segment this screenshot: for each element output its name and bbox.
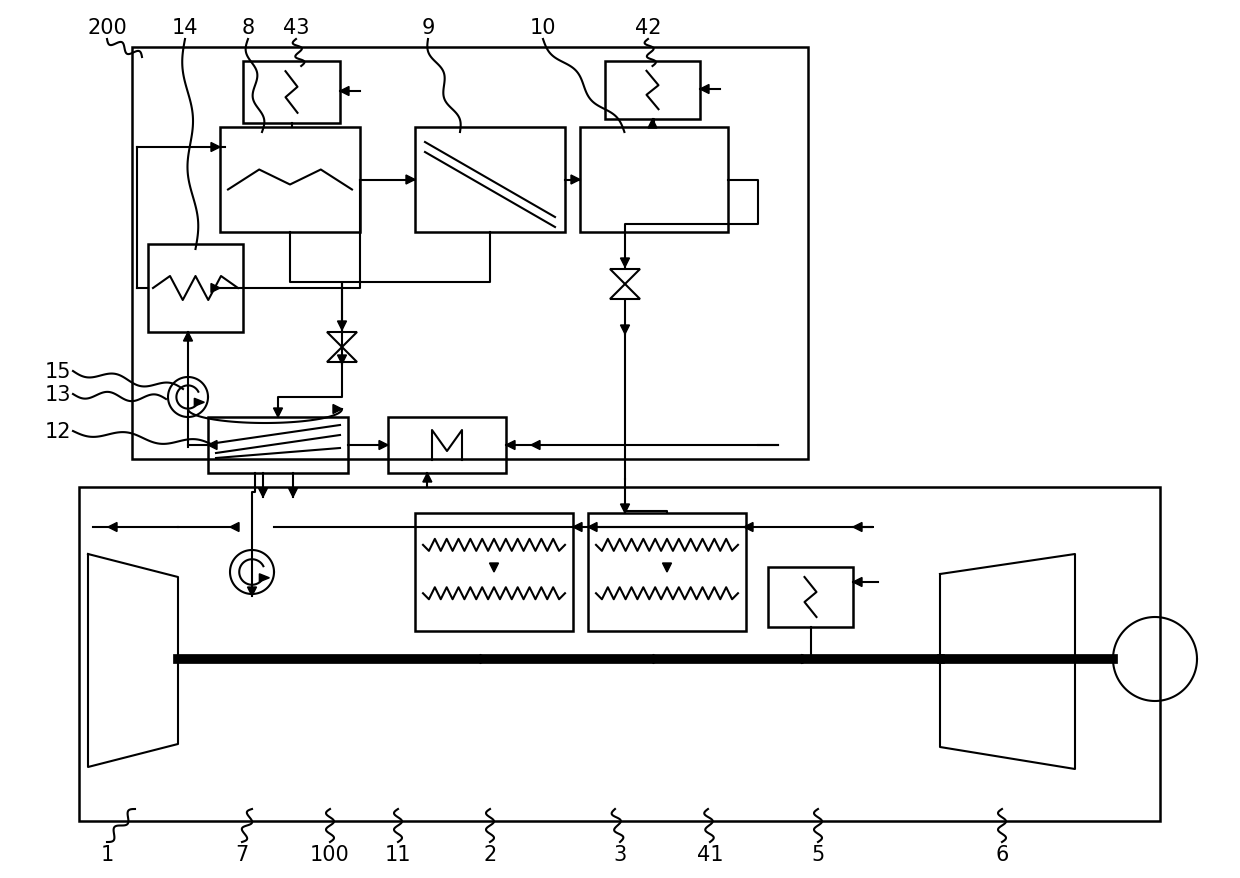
- Text: 100: 100: [310, 844, 350, 864]
- Polygon shape: [229, 523, 239, 532]
- Text: 1: 1: [100, 844, 114, 864]
- Text: 7: 7: [236, 844, 249, 864]
- Polygon shape: [208, 441, 217, 450]
- Polygon shape: [274, 408, 283, 418]
- Polygon shape: [570, 176, 580, 184]
- Bar: [415, 514, 573, 631]
- Bar: [219, 128, 360, 233]
- Bar: [580, 128, 728, 233]
- Polygon shape: [195, 399, 205, 407]
- Polygon shape: [662, 564, 672, 572]
- Polygon shape: [259, 574, 269, 582]
- Text: 43: 43: [283, 18, 309, 38]
- Polygon shape: [801, 655, 811, 664]
- Polygon shape: [480, 655, 489, 664]
- Polygon shape: [620, 505, 630, 514]
- Polygon shape: [588, 523, 596, 532]
- Bar: [388, 418, 506, 473]
- Text: 3: 3: [614, 844, 626, 864]
- Polygon shape: [334, 405, 342, 414]
- Polygon shape: [258, 488, 268, 498]
- Text: 9: 9: [422, 18, 435, 38]
- Text: 42: 42: [635, 18, 661, 38]
- Polygon shape: [531, 441, 539, 450]
- Text: 2: 2: [484, 844, 497, 864]
- Polygon shape: [337, 321, 346, 331]
- Text: 14: 14: [172, 18, 198, 38]
- Polygon shape: [853, 523, 862, 532]
- Text: 8: 8: [242, 18, 254, 38]
- Text: 13: 13: [45, 385, 71, 405]
- Bar: [79, 487, 1159, 821]
- Polygon shape: [573, 523, 582, 532]
- Polygon shape: [423, 473, 432, 482]
- Text: 200: 200: [87, 18, 126, 38]
- Polygon shape: [184, 333, 192, 342]
- Bar: [768, 567, 853, 627]
- Text: 15: 15: [45, 362, 71, 382]
- Text: 10: 10: [529, 18, 557, 38]
- Bar: [208, 418, 348, 473]
- Polygon shape: [620, 326, 630, 335]
- Polygon shape: [340, 88, 348, 97]
- Polygon shape: [211, 284, 219, 293]
- Polygon shape: [801, 655, 811, 664]
- Text: 6: 6: [996, 844, 1008, 864]
- Polygon shape: [211, 143, 219, 152]
- Text: 11: 11: [384, 844, 412, 864]
- Bar: [131, 48, 808, 459]
- Polygon shape: [248, 587, 257, 596]
- Polygon shape: [506, 441, 515, 450]
- Bar: [148, 245, 243, 333]
- Polygon shape: [653, 655, 662, 664]
- Bar: [605, 62, 701, 120]
- Polygon shape: [337, 356, 346, 364]
- Polygon shape: [405, 176, 415, 184]
- Text: 41: 41: [697, 844, 723, 864]
- Text: 5: 5: [811, 844, 825, 864]
- Bar: [588, 514, 746, 631]
- Polygon shape: [620, 259, 630, 268]
- Polygon shape: [289, 488, 298, 498]
- Bar: [415, 128, 565, 233]
- Polygon shape: [490, 564, 498, 572]
- Polygon shape: [379, 441, 388, 450]
- Polygon shape: [744, 523, 753, 532]
- Bar: [243, 62, 340, 124]
- Polygon shape: [853, 578, 862, 587]
- Polygon shape: [108, 523, 117, 532]
- Polygon shape: [701, 85, 709, 95]
- Text: 12: 12: [45, 421, 71, 442]
- Polygon shape: [649, 120, 657, 129]
